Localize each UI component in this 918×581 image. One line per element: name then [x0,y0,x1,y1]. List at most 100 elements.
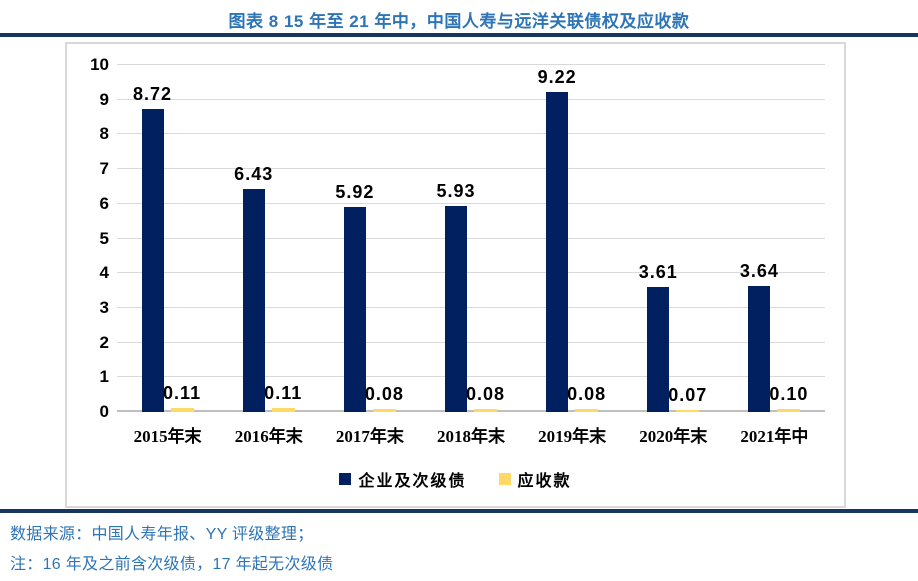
chart-frame: 0 1 2 3 4 5 6 7 8 9 10 8.72 0.11 6.43 0.11 5.92 0.08 5.9… [65,42,846,508]
bar-debt [141,109,164,412]
chart-title: 图表 8 15 年至 21 年中，中国人寿与远洋关联债权及应收款 [228,12,690,31]
grid-line [117,237,825,239]
bar-receivable [372,409,396,412]
bar-debt [748,285,771,412]
bar-value-label: 6.43 [234,163,274,184]
grid-line [117,133,825,135]
bar-value-label: 0.11 [163,383,202,404]
bar-value-label: 0.08 [567,384,607,405]
grid-line [117,98,825,100]
bar-slot: 5.92 [335,182,373,412]
legend-swatch [498,473,511,485]
bar-group: 5.92 0.08 [319,65,420,412]
bar-slot: 3.64 [740,261,778,412]
x-axis-line [117,410,825,412]
bar-slot: 3.61 [639,262,677,412]
plot-area: 8.72 0.11 6.43 0.11 5.92 0.08 5.93 0.08 9.22 0.08… [117,64,825,412]
bar-debt [647,286,670,412]
bar-pair: 9.22 0.08 [538,67,605,412]
bar-value-label: 0.07 [668,384,708,405]
bar-value-label: 3.61 [638,261,678,282]
bar-group: 5.93 0.08 [420,65,521,412]
bar-value-label: 3.64 [739,260,779,281]
bar-value-label: 0.11 [264,383,303,404]
legend-label: 应收款 [517,473,572,490]
bar-debt [444,206,467,412]
grid-line [117,341,825,343]
y-tick-label: 6 [99,193,109,213]
bar-receivable [575,409,599,412]
bar-slot: 9.22 [538,67,576,412]
bar-debt [343,206,366,412]
bottom-divider [0,509,918,513]
bar-slot: 0.11 [264,383,301,412]
legend-item: 企业及次级债 [339,467,466,491]
bar-value-label: 0.10 [769,383,809,404]
bar-debt [242,188,265,412]
x-tick-label: 2018年末 [436,427,505,446]
bar-slot: 0.08 [567,384,605,412]
bar-value-label: 8.72 [133,84,173,105]
bar-receivable [676,409,700,412]
x-tick-label: 2016年末 [234,427,303,446]
source-note: 数据来源：中国人寿年报、YY 评级整理； [10,526,314,543]
grid-line [117,64,825,65]
bar-debt [546,92,569,412]
y-tick-label: 7 [99,159,109,179]
bar-group: 6.43 0.11 [218,65,319,412]
x-axis-labels: 2015年末 2016年末 2017年末 2018年末 2019年末 2020年末 2021… [117,422,825,447]
y-tick-label: 4 [99,263,109,283]
bar-group: 3.61 0.07 [623,65,724,412]
x-tick-label: 2021年中 [740,427,809,446]
x-tick-label: 2017年末 [335,427,404,446]
grid-line [117,202,825,204]
bar-slot: 8.72 [133,84,171,412]
bar-pair: 8.72 0.11 [133,84,200,412]
bar-pair: 5.93 0.08 [436,181,504,412]
bar-pair: 6.43 0.11 [234,164,301,412]
y-tick-label: 5 [99,228,109,248]
bar-receivable [777,408,801,412]
y-tick-label: 3 [99,297,109,317]
legend-label: 企业及次级债 [358,473,467,490]
bar-value-label: 0.08 [364,384,404,405]
y-tick-label: 8 [99,124,109,144]
bar-slot: 0.07 [668,385,706,412]
bar-slot: 0.10 [769,384,807,412]
grid-line [117,376,825,378]
x-tick-label: 2019年末 [538,427,607,446]
bar-value-label: 5.92 [335,181,375,202]
bar-receivable [473,409,497,412]
bar-slot: 0.08 [466,384,504,412]
bar-pair: 5.92 0.08 [335,182,403,412]
y-axis: 0 1 2 3 4 5 6 7 8 9 10 [73,56,109,421]
footnote: 注：16 年及之前含次级债，17 年起无次级债 [10,556,334,573]
bar-group: 8.72 0.11 [117,65,218,412]
grid-line [117,168,825,170]
legend-item: 应收款 [498,467,572,491]
y-tick-label: 1 [99,367,109,387]
bar-value-label: 0.08 [465,384,506,405]
x-tick-label: 2015年末 [133,427,202,446]
bar-value-label: 5.93 [436,181,476,202]
bar-value-label: 9.22 [537,67,577,88]
y-tick-label: 10 [90,55,109,74]
bar-receivable [170,408,194,412]
top-divider [0,33,918,37]
grid-line [117,306,825,308]
y-tick-label: 0 [99,402,109,421]
legend-swatch [339,473,352,485]
bar-pair: 3.64 0.10 [740,261,807,412]
legend: 企业及次级债 应收款 [67,467,844,491]
x-tick-label: 2020年末 [639,427,708,446]
bar-pair: 3.61 0.07 [639,262,706,412]
grid-line [117,272,825,274]
bar-group: 9.22 0.08 [522,65,623,412]
y-tick-label: 9 [99,89,109,109]
bar-groups: 8.72 0.11 6.43 0.11 5.92 0.08 5.93 0.08 9.22 0.08… [117,65,825,412]
bar-slot: 0.11 [163,383,200,412]
bar-slot: 5.93 [436,181,475,412]
y-tick-label: 2 [99,332,109,352]
bar-receivable [271,408,295,412]
